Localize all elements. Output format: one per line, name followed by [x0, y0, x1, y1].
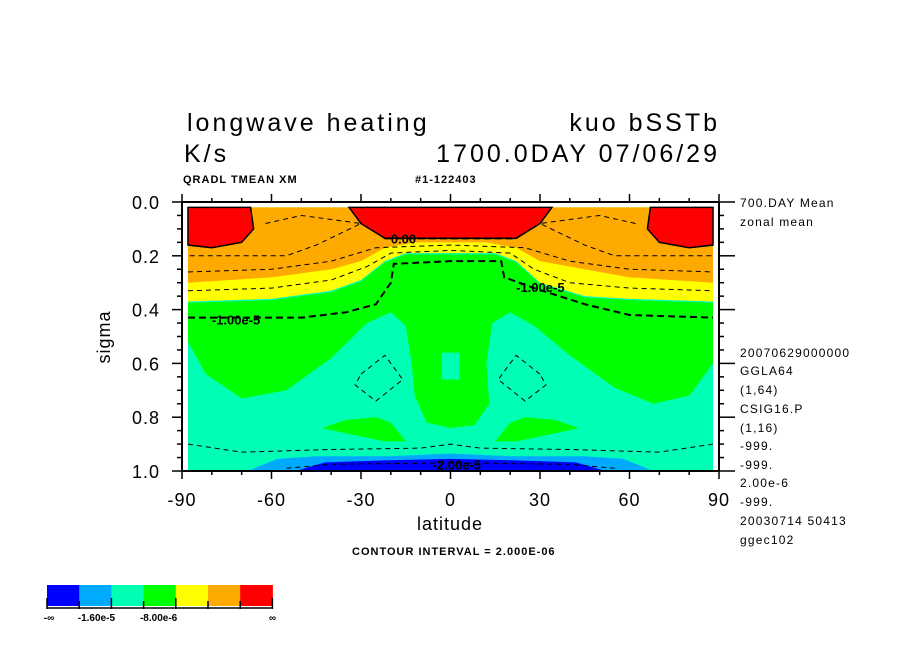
- info-line: -999.: [740, 439, 773, 453]
- info-line: 20030714 50413: [740, 514, 847, 528]
- contour-line: [187, 244, 714, 273]
- x-tick-label: 90: [708, 490, 730, 510]
- contour-fill-green: [495, 417, 579, 442]
- y-tick-labels: 0.0 0.2 0.4 0.6 0.8 1.0: [132, 193, 160, 482]
- run-id-label: #1-122403: [415, 174, 477, 186]
- colorbar: -∞ -1.60e-5 -8.00e-6 ∞: [44, 585, 276, 624]
- info-line: GGLA64: [740, 364, 794, 378]
- time-label: 1700.0DAY 07/06/29: [436, 140, 720, 168]
- contour-line: [187, 443, 714, 453]
- y-tick-label: 0.4: [132, 301, 160, 321]
- colorbar-swatch-red: [240, 585, 273, 606]
- contour-fill-aqua: [441, 352, 460, 380]
- info-line: 2.00e-6: [740, 476, 789, 490]
- contour-label: -1.00e-5: [516, 280, 564, 295]
- contour-label: -1.00e-5: [212, 312, 260, 327]
- title-left: longwave heating: [187, 109, 430, 137]
- contour-labels: 0.00 -1.00e-5 -1.00e-5 -2.00e-5: [212, 232, 565, 473]
- contour-fill-orange: [187, 207, 714, 283]
- colorbar-label: -1.60e-5: [78, 613, 116, 624]
- variable-label: QRADL TMEAN XM: [183, 174, 298, 186]
- info-line: CSIG16.P: [740, 402, 804, 416]
- x-axis-label: latitude: [417, 514, 483, 534]
- info-panel: 700.DAY Mean zonal mean 20070629000000 GGLA…: [740, 196, 850, 547]
- x-tick-label: -90: [167, 490, 196, 510]
- contour-line: [286, 462, 615, 469]
- y-tick-label: 1.0: [132, 462, 160, 482]
- colorbar-label: -8.00e-6: [140, 613, 178, 624]
- x-tick-label: -60: [257, 490, 286, 510]
- filled-contours: [187, 206, 714, 471]
- info-line: -999.: [740, 495, 773, 509]
- colorbar-swatch-blue: [47, 585, 80, 606]
- colorbar-swatch-lightblue: [79, 585, 112, 606]
- title-right: kuo bSSTb: [569, 109, 720, 137]
- contour-line: [538, 214, 714, 257]
- contour-fill-red: [646, 206, 714, 249]
- units-label: K/s: [184, 140, 229, 168]
- contour-line: [187, 214, 363, 257]
- contour-fill-green: [187, 254, 714, 428]
- contour-label: 0.00: [391, 232, 416, 247]
- colorbar-swatch-green: [143, 585, 177, 606]
- contour-fill-red: [187, 206, 255, 249]
- x-tick-labels: -90 -60 -30 0 30 60 90: [167, 490, 730, 510]
- x-tick-label: 0: [445, 490, 456, 510]
- colorbar-swatch-aqua: [111, 585, 145, 606]
- x-tick-label: -30: [346, 490, 375, 510]
- x-tick-label: 60: [618, 490, 640, 510]
- info-line: (1,64): [740, 383, 779, 397]
- y-tick-label: 0.0: [132, 193, 160, 213]
- info-line: ggec102: [740, 533, 794, 547]
- contour-fill-red: [347, 206, 554, 240]
- contour-interval-label: CONTOUR INTERVAL = 2.000E-06: [352, 546, 556, 558]
- contour-fill-green: [322, 417, 406, 442]
- contour-lines: [187, 214, 714, 469]
- contour-fill-blue: [295, 458, 606, 471]
- x-tick-label: 30: [529, 490, 551, 510]
- y-tick-label: 0.6: [132, 354, 160, 374]
- y-axis-label: sigma: [94, 310, 114, 363]
- contour-line: [187, 249, 714, 292]
- y-tick-label: 0.2: [132, 247, 160, 267]
- info-line: (1,16): [740, 421, 779, 435]
- contour-line: [187, 260, 714, 319]
- colorbar-label: ∞: [269, 613, 276, 624]
- info-line: zonal mean: [740, 215, 814, 229]
- contour-label: -2.00e-5: [433, 458, 481, 473]
- info-line: 20070629000000: [740, 346, 850, 360]
- info-line: -999.: [740, 458, 773, 472]
- axis-ticks: [172, 194, 735, 479]
- colorbar-label: -∞: [44, 613, 54, 624]
- colorbar-swatch-yellow: [175, 585, 209, 606]
- y-tick-label: 0.8: [132, 408, 160, 428]
- colorbar-swatch-orange: [208, 585, 241, 606]
- info-line: 700.DAY Mean: [740, 196, 835, 210]
